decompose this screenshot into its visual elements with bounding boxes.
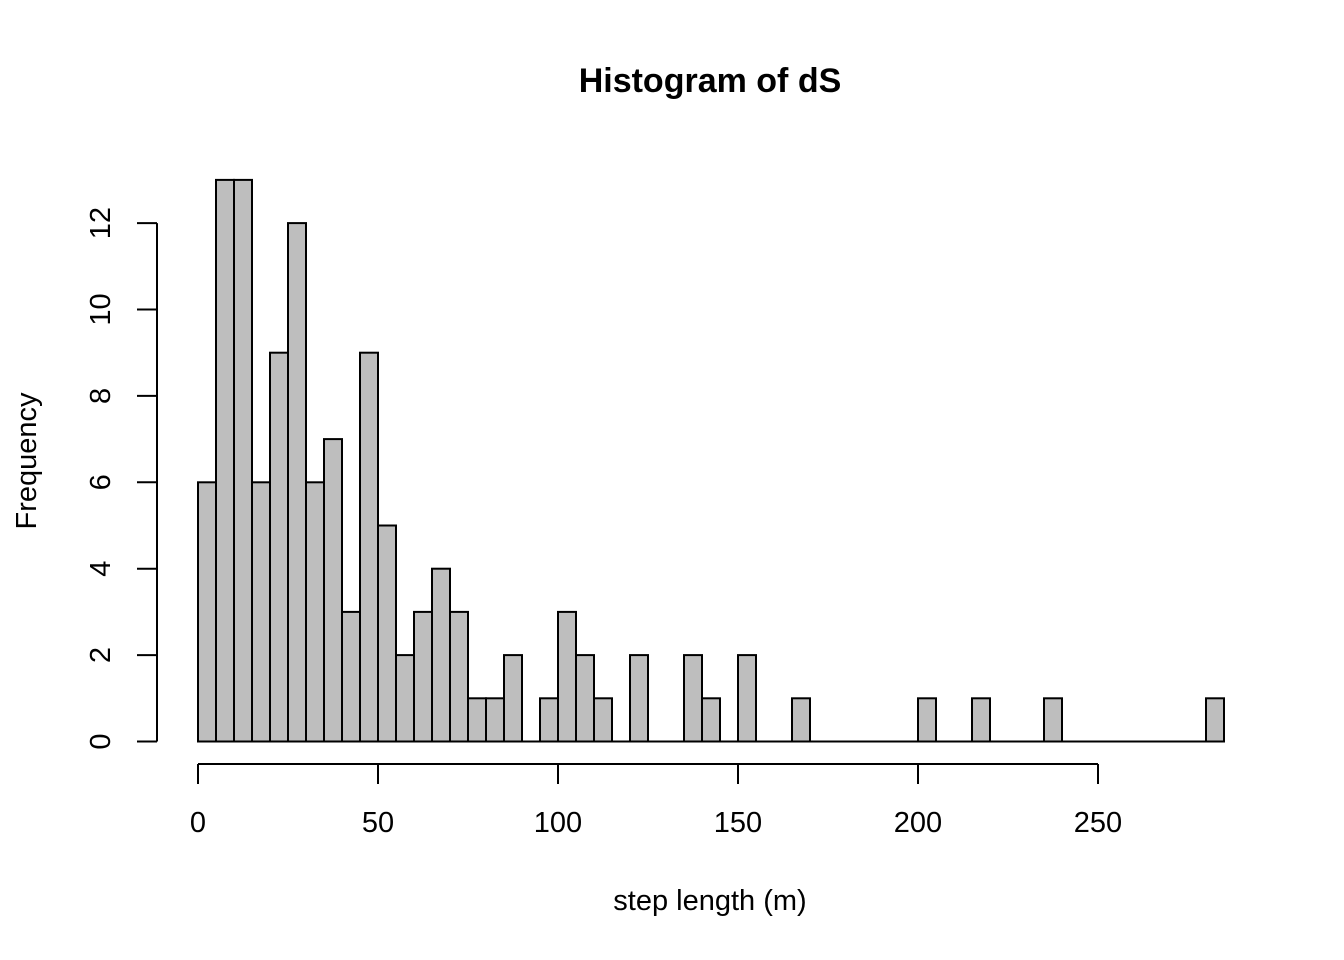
histogram-bar (359, 351, 379, 743)
x-tick-label: 0 (190, 807, 206, 839)
histogram-bar (1043, 697, 1063, 743)
histogram-bar (971, 697, 991, 743)
histogram-bar (683, 654, 703, 743)
x-tick-label: 150 (714, 807, 762, 839)
y-tick-label: 10 (85, 293, 117, 325)
histogram-bar (395, 654, 415, 743)
histogram-bar (593, 697, 613, 743)
histogram-bar (485, 697, 505, 743)
histogram-bar (701, 697, 721, 743)
histogram-bar (413, 610, 433, 743)
histogram-bar (737, 654, 757, 743)
bars-group (197, 178, 1225, 743)
y-tick-label: 2 (85, 647, 117, 663)
histogram-bar (557, 610, 577, 743)
histogram-bar (431, 567, 451, 743)
histogram-bar (575, 654, 595, 743)
histogram-bar (233, 178, 253, 743)
histogram-bar (215, 178, 235, 743)
histogram-bar (197, 481, 217, 743)
y-tick-label: 6 (85, 474, 117, 490)
histogram-bar (251, 481, 271, 743)
histogram-bar (449, 610, 469, 743)
y-axis-title: Frequency (11, 392, 43, 530)
y-tick-label: 12 (85, 207, 117, 239)
x-axis-title: step length (m) (613, 885, 806, 917)
x-tick-label: 50 (362, 807, 394, 839)
histogram-bar (503, 654, 523, 743)
x-tick-label: 200 (894, 807, 942, 839)
histogram-bar (323, 438, 343, 743)
histogram-bar (341, 610, 361, 743)
histogram-bar (377, 524, 397, 743)
histogram-bar (269, 351, 289, 743)
histogram-bar (305, 481, 325, 743)
x-tick-label: 250 (1074, 807, 1122, 839)
y-tick-label: 0 (85, 733, 117, 749)
y-axis: 0 2 4 6 8 10 12 (85, 207, 158, 750)
x-tick-label: 100 (534, 807, 582, 839)
y-tick-label: 4 (85, 561, 117, 577)
histogram-bar (917, 697, 937, 743)
histogram-bar (467, 697, 487, 743)
x-axis: 0 50 100 150 200 250 (190, 763, 1122, 839)
histogram-bar (287, 222, 307, 743)
chart-title: Histogram of dS (579, 62, 842, 100)
y-tick-label: 8 (85, 388, 117, 404)
histogram-bar (1205, 697, 1225, 743)
histogram-bar (791, 697, 811, 743)
histogram-bar (539, 697, 559, 743)
histogram-bar (629, 654, 649, 743)
